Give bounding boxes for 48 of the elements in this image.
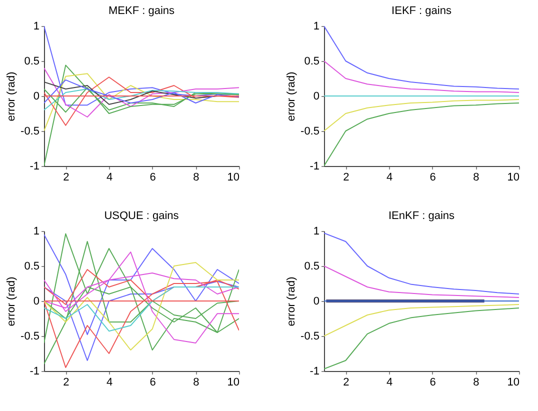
- x-tick-label: 4: [386, 376, 393, 388]
- y-tick-label: -0.5: [300, 126, 320, 138]
- y-tick-label: -1: [30, 160, 40, 172]
- x-tick-label: 4: [106, 172, 113, 184]
- x-tick-label: 2: [343, 376, 350, 388]
- y-tick-label: -0.5: [300, 330, 320, 342]
- x-tick-label: 4: [106, 376, 113, 388]
- y-tick-label: 0.5: [24, 260, 40, 272]
- y-axis-title: error (rad): [286, 72, 298, 122]
- chart-title: IEKF : gains: [392, 5, 452, 17]
- x-tick-label: 6: [430, 172, 436, 184]
- y-tick-label: -1: [310, 366, 320, 378]
- x-tick-label: 2: [63, 172, 70, 184]
- y-tick-label: 1: [313, 226, 320, 238]
- y-tick-label: 1: [33, 226, 40, 238]
- y-tick-label: -0.5: [20, 126, 40, 138]
- x-tick-label: 6: [150, 172, 156, 184]
- y-tick-label: 0.5: [304, 56, 320, 68]
- x-tick-label: 8: [193, 376, 200, 388]
- chart-title: IEnKF : gains: [388, 210, 456, 222]
- y-tick-label: 0: [313, 90, 320, 102]
- x-tick-label: 10: [227, 172, 240, 184]
- y-tick-label: 0.5: [24, 56, 40, 68]
- chart-title: USQUE : gains: [104, 210, 180, 222]
- x-tick-label: 2: [63, 376, 70, 388]
- y-tick-label: 1: [33, 20, 40, 32]
- y-tick-label: -1: [30, 366, 40, 378]
- x-tick-label: 8: [473, 172, 480, 184]
- y-tick-label: -1: [310, 160, 320, 172]
- x-tick-label: 8: [193, 172, 200, 184]
- x-tick-label: 6: [150, 376, 156, 388]
- y-axis-title: error (rad): [6, 72, 18, 122]
- y-tick-label: 0.5: [304, 260, 320, 272]
- y-tick-label: 1: [313, 20, 320, 32]
- x-tick-label: 8: [473, 376, 480, 388]
- y-axis-title: error (rad): [286, 276, 298, 326]
- y-tick-label: 0: [33, 296, 40, 308]
- x-tick-label: 4: [386, 172, 393, 184]
- y-axis-title: error (rad): [6, 276, 18, 326]
- y-tick-label: 0: [313, 296, 320, 308]
- x-tick-label: 6: [430, 376, 436, 388]
- chart-title: MEKF : gains: [108, 5, 176, 17]
- y-tick-label: 0: [33, 90, 40, 102]
- x-tick-label: 10: [507, 172, 520, 184]
- x-tick-label: 10: [227, 376, 240, 388]
- x-tick-label: 10: [507, 376, 520, 388]
- y-tick-label: -0.5: [20, 330, 40, 342]
- x-tick-label: 2: [343, 172, 350, 184]
